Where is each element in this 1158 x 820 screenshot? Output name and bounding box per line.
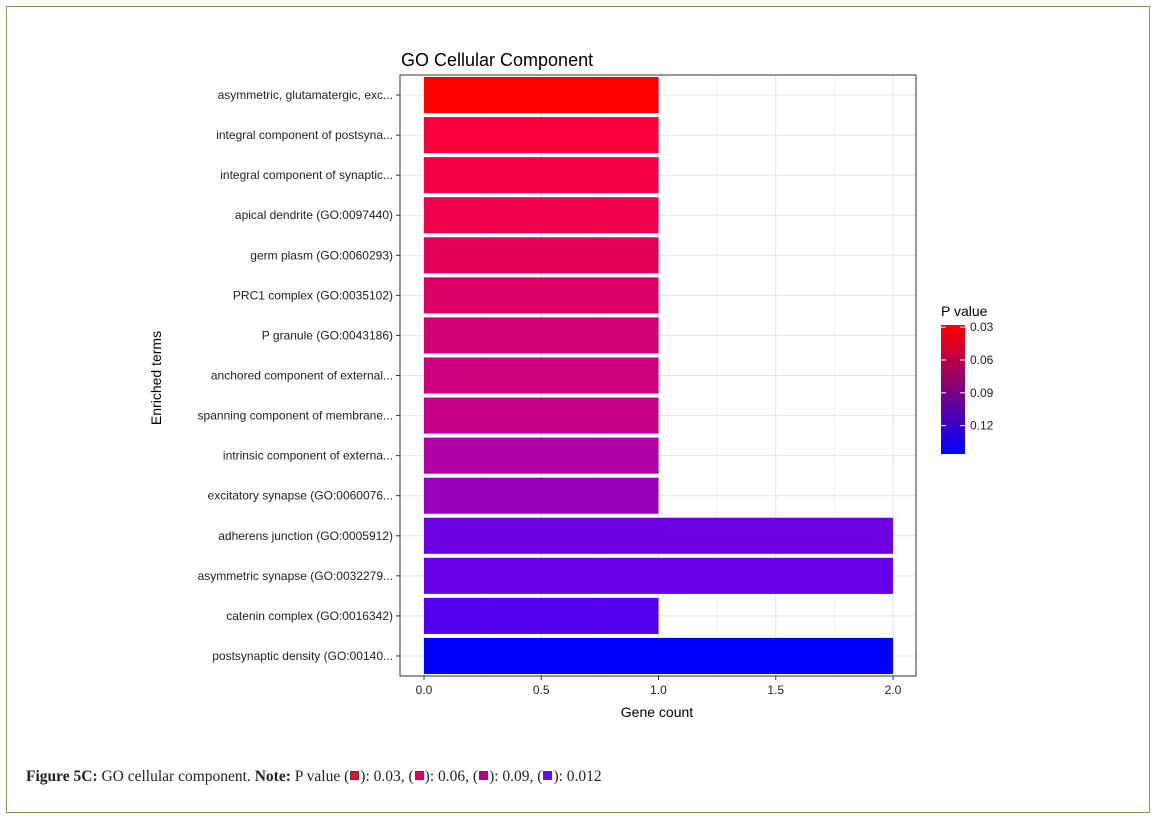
caption-note-label: Note: — [254, 768, 291, 785]
y-tick-label: catenin complex (GO:0016342) — [226, 609, 393, 623]
caption-value-4: ): 0.012 — [553, 768, 602, 785]
swatch-3 — [479, 771, 489, 780]
x-tick-label: 2.0 — [885, 683, 902, 697]
bar — [424, 317, 659, 354]
bar — [424, 477, 659, 514]
x-tick-label: 1.5 — [767, 683, 784, 697]
y-tick-label: germ plasm (GO:0060293) — [250, 248, 393, 262]
colorbar — [941, 325, 965, 454]
bar — [424, 597, 659, 634]
chart: GO Cellular Component asymmetric, glutam… — [148, 50, 994, 720]
figure-frame — [6, 6, 1150, 813]
colorbar-title: P value — [941, 303, 988, 319]
y-tick-label: integral component of synaptic... — [220, 168, 393, 182]
y-tick-label: adherens junction (GO:0005912) — [218, 529, 393, 543]
caption-value-3: ): 0.09, ( — [489, 768, 543, 785]
y-tick-label: asymmetric, glutamatergic, exc... — [218, 88, 393, 102]
bar — [424, 397, 659, 434]
bar — [424, 77, 659, 114]
colorbar-tick-label: 0.03 — [970, 320, 994, 334]
bar — [424, 157, 659, 194]
y-tick-label: postsynaptic density (GO:00140... — [212, 649, 393, 663]
caption-figure-label: Figure 5C: — [26, 768, 98, 785]
bar — [424, 557, 893, 594]
bar — [424, 517, 893, 554]
caption-value-1: ): 0.03, ( — [360, 768, 414, 785]
y-tick-label: excitatory synapse (GO:0060076... — [208, 489, 393, 503]
bar — [424, 277, 659, 314]
x-tick-label: 0.0 — [416, 683, 433, 697]
y-tick-label: anchored component of external... — [211, 369, 393, 383]
bar — [424, 637, 893, 674]
bar — [424, 437, 659, 474]
caption-text: GO cellular component. — [97, 768, 255, 785]
y-tick-label: apical dendrite (GO:0097440) — [235, 208, 393, 222]
figure-caption: Figure 5C: GO cellular component. Note: … — [26, 768, 602, 786]
y-tick-label: PRC1 complex (GO:0035102) — [233, 288, 393, 302]
swatch-2 — [414, 771, 424, 780]
colorbar-tick-label: 0.06 — [970, 353, 994, 367]
y-axis-label: Enriched terms — [148, 331, 164, 425]
x-axis-label: Gene count — [621, 704, 693, 720]
y-tick-label: asymmetric synapse (GO:0032279... — [198, 569, 393, 583]
y-tick-label: integral component of postsyna... — [216, 128, 393, 142]
bar — [424, 197, 659, 234]
y-tick-label: P granule (GO:0043186) — [262, 328, 393, 342]
caption-value-2: ): 0.06, ( — [424, 768, 479, 785]
colorbar-tick-label: 0.12 — [970, 419, 994, 433]
bar — [424, 357, 659, 394]
swatch-4 — [543, 771, 553, 780]
y-tick-label: spanning component of membrane... — [198, 409, 393, 423]
x-tick-label: 1.0 — [650, 683, 667, 697]
chart-title: GO Cellular Component — [401, 50, 593, 70]
colorbar-tick-label: 0.09 — [970, 386, 994, 400]
swatch-1 — [350, 771, 360, 780]
bar — [424, 117, 659, 154]
bar — [424, 237, 659, 274]
x-tick-label: 0.5 — [533, 683, 550, 697]
caption-note-text: P value ( — [290, 768, 350, 785]
y-tick-label: intrinsic component of externa... — [223, 449, 393, 463]
